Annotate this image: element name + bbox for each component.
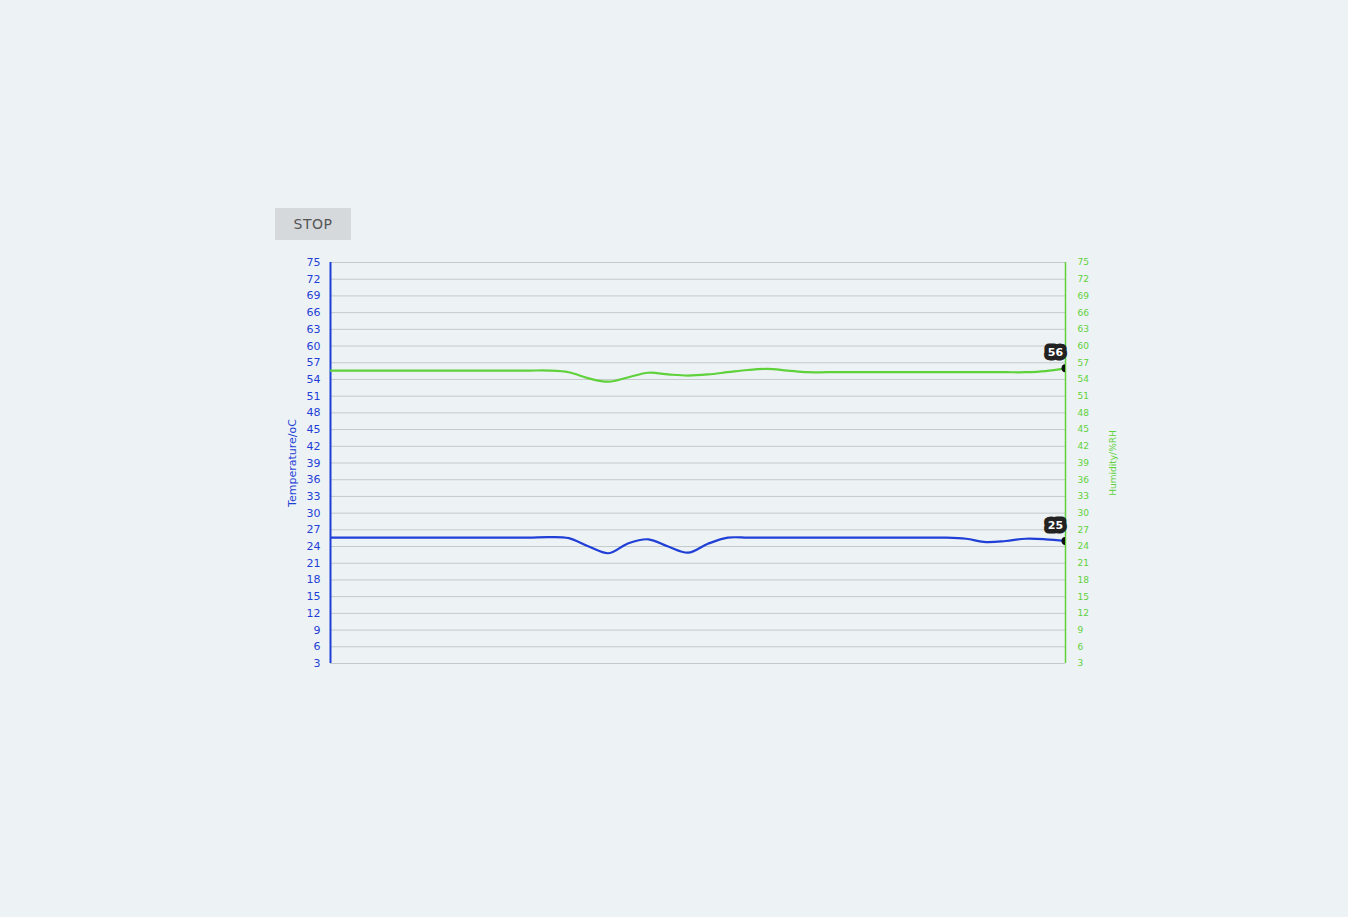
svg-text:63: 63 <box>1078 324 1089 334</box>
svg-text:39: 39 <box>307 457 321 470</box>
svg-text:63: 63 <box>307 323 321 336</box>
svg-text:18: 18 <box>307 573 321 586</box>
html-text:STOP: STOP <box>293 216 333 232</box>
svg-text:66: 66 <box>1078 308 1090 318</box>
svg-text:54: 54 <box>307 373 321 386</box>
svg-text:12: 12 <box>1078 608 1089 618</box>
svg-text:33: 33 <box>1078 491 1089 501</box>
svg-text:24: 24 <box>1078 541 1090 551</box>
svg-text:9: 9 <box>314 624 321 637</box>
svg-text:27: 27 <box>307 523 321 536</box>
svg-text:18: 18 <box>1078 575 1090 585</box>
svg-text:9: 9 <box>1078 625 1084 635</box>
svg-text:27: 27 <box>1078 525 1089 535</box>
svg-text:21: 21 <box>307 557 321 570</box>
svg-text:57: 57 <box>307 356 321 369</box>
svg-text:75: 75 <box>307 256 321 269</box>
svg-text:45: 45 <box>1078 424 1089 434</box>
svg-text:45: 45 <box>307 423 321 436</box>
svg-text:56: 56 <box>1048 346 1064 359</box>
svg-text:3: 3 <box>314 657 321 670</box>
svg-text:15: 15 <box>307 590 321 603</box>
svg-text:3: 3 <box>1078 658 1084 668</box>
svg-text:39: 39 <box>1078 458 1090 468</box>
svg-text:48: 48 <box>307 406 321 419</box>
svg-text:60: 60 <box>307 340 321 353</box>
svg-text:72: 72 <box>307 273 321 286</box>
svg-text:69: 69 <box>307 289 321 302</box>
svg-text:75: 75 <box>1078 257 1089 267</box>
svg-text:Temperature/oC: Temperature/oC <box>286 419 299 508</box>
svg-text:25: 25 <box>1048 518 1063 531</box>
svg-text:60: 60 <box>1078 341 1090 351</box>
svg-text:51: 51 <box>1078 391 1089 401</box>
svg-text:42: 42 <box>307 440 321 453</box>
svg-text:15: 15 <box>1078 592 1089 602</box>
svg-text:30: 30 <box>1078 508 1090 518</box>
svg-text:24: 24 <box>307 540 321 553</box>
svg-text:66: 66 <box>307 306 321 319</box>
svg-text:Humidity/%RH: Humidity/%RH <box>1108 430 1118 495</box>
svg-text:36: 36 <box>1078 475 1090 485</box>
svg-text:6: 6 <box>314 640 321 653</box>
svg-text:36: 36 <box>307 473 321 486</box>
svg-text:30: 30 <box>307 507 321 520</box>
svg-text:51: 51 <box>307 390 321 403</box>
svg-text:54: 54 <box>1078 374 1090 384</box>
svg-text:21: 21 <box>1078 558 1089 568</box>
svg-text:48: 48 <box>1078 408 1090 418</box>
svg-text:69: 69 <box>1078 291 1090 301</box>
svg-text:6: 6 <box>1078 642 1084 652</box>
svg-text:12: 12 <box>307 607 321 620</box>
svg-text:57: 57 <box>1078 358 1089 368</box>
svg-text:42: 42 <box>1078 441 1089 451</box>
svg-text:33: 33 <box>307 490 321 503</box>
svg-text:72: 72 <box>1078 274 1089 284</box>
